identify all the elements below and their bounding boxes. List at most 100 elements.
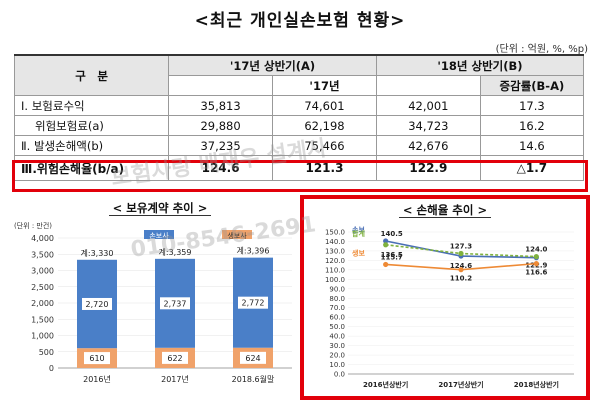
point-label: 136.5 bbox=[381, 251, 403, 259]
series-name-label: 생보 bbox=[352, 248, 365, 257]
right-chart-title: < 손해율 추이 > bbox=[305, 202, 585, 218]
cell: 17.3 bbox=[479, 95, 585, 116]
y-tick-label: 2,500 bbox=[31, 283, 54, 292]
cell: 34,723 bbox=[375, 115, 481, 136]
summary-table: 구 분 '17년 상반기(A) '18년 상반기(B) '17년 증감률(B-A… bbox=[13, 54, 585, 181]
y-tick-label: 100.0 bbox=[325, 276, 345, 284]
y-axis-unit: (단위 : 만건) bbox=[14, 221, 52, 230]
value-label-life: 610 bbox=[89, 354, 104, 363]
y-tick-label: 1,000 bbox=[31, 332, 54, 341]
value-label-nonlife: 2,737 bbox=[164, 299, 187, 308]
x-tick-label: 2016년상반기 bbox=[363, 380, 408, 389]
header-blank-2 bbox=[375, 75, 481, 96]
y-tick-label: 50.0 bbox=[329, 323, 345, 331]
y-tick-label: 60.0 bbox=[329, 314, 345, 322]
value-label-life: 624 bbox=[245, 354, 260, 363]
value-box bbox=[84, 352, 110, 365]
cell: 42,676 bbox=[375, 135, 481, 156]
total-label: 계:3,396 bbox=[237, 246, 270, 256]
series-point bbox=[383, 242, 389, 248]
series-point bbox=[533, 261, 539, 267]
y-tick-label: 2,000 bbox=[31, 299, 54, 308]
y-tick-label: 140.0 bbox=[325, 238, 345, 246]
cell: 121.3 bbox=[272, 155, 377, 181]
header-2018: '18년 상반기(B) bbox=[375, 54, 585, 76]
highlight-box-row bbox=[12, 160, 588, 192]
legend-swatch-life bbox=[222, 230, 252, 239]
row-label: Ⅰ. 보험료수익 bbox=[13, 95, 170, 116]
header-change: 증감률(B-A) bbox=[479, 75, 585, 96]
cell: 37,235 bbox=[168, 135, 274, 156]
value-box bbox=[162, 351, 188, 364]
table-row: Ⅱ. 발생손해액(b) 37,235 75,466 42,676 14.6 bbox=[13, 135, 585, 156]
value-box bbox=[82, 297, 112, 310]
point-label: 127.3 bbox=[450, 242, 472, 250]
point-label: 116.6 bbox=[525, 269, 547, 277]
x-tick-label: 2018년상반기 bbox=[514, 380, 559, 389]
row-label: 위험보험료(a) bbox=[13, 115, 170, 136]
table-row: Ⅰ. 보험료수익 35,813 74,601 42,001 17.3 bbox=[13, 95, 585, 116]
y-tick-label: 500 bbox=[39, 348, 54, 357]
y-tick-label: 120.0 bbox=[325, 257, 345, 265]
cell: 74,601 bbox=[272, 95, 377, 116]
y-tick-label: 10.0 bbox=[329, 361, 345, 369]
y-tick-label: 130.0 bbox=[325, 247, 345, 255]
value-label-life: 622 bbox=[167, 354, 182, 363]
legend-label-nonlife: 손보사 bbox=[149, 231, 169, 240]
legend-label-life: 생보사 bbox=[227, 231, 247, 240]
y-tick-label: 90.0 bbox=[329, 285, 345, 293]
header-2017: '17년 상반기(A) bbox=[168, 54, 377, 76]
y-tick-label: 0.0 bbox=[334, 371, 345, 379]
page-title: <최근 개인실손보험 현황> bbox=[194, 11, 406, 31]
y-tick-label: 20.0 bbox=[329, 352, 345, 360]
series-point bbox=[458, 267, 464, 273]
loss-ratio-line-chart: 0.010.020.030.040.050.060.070.080.090.01… bbox=[325, 226, 574, 389]
cell: 16.2 bbox=[479, 115, 585, 136]
y-tick-label: 80.0 bbox=[329, 295, 345, 303]
table-row-highlight: Ⅲ.위험손해율(b/a) 124.6 121.3 122.9 △1.7 bbox=[13, 155, 585, 181]
point-label: 124.0 bbox=[525, 246, 547, 254]
row-label: Ⅱ. 발생손해액(b) bbox=[13, 135, 170, 156]
cell: △1.7 bbox=[479, 155, 585, 181]
value-label-nonlife: 2,772 bbox=[242, 299, 265, 308]
cell: 35,813 bbox=[168, 95, 274, 116]
col-group-header: 구 분 bbox=[13, 54, 170, 96]
value-label-nonlife: 2,720 bbox=[86, 300, 109, 309]
value-box bbox=[240, 351, 266, 364]
cell: 42,001 bbox=[375, 95, 481, 116]
x-tick-label: 2017년 bbox=[161, 374, 189, 384]
table-row: 위험보험료(a) 29,880 62,198 34,723 16.2 bbox=[13, 115, 585, 136]
point-label: 140.5 bbox=[381, 230, 403, 238]
total-label: 계:3,359 bbox=[159, 247, 192, 257]
row-label: Ⅲ.위험손해율(b/a) bbox=[13, 155, 170, 181]
y-tick-label: 3,500 bbox=[31, 250, 54, 259]
y-tick-label: 70.0 bbox=[329, 304, 345, 312]
point-label: 124.6 bbox=[450, 262, 472, 270]
y-tick-label: 110.0 bbox=[325, 266, 345, 274]
y-tick-label: 3,000 bbox=[31, 267, 54, 276]
cell: 124.6 bbox=[168, 155, 274, 181]
contracts-bar-chart: (단위 : 만건) 0 500 1,000 1,500 2,000 2,500 3,000 3,… bbox=[14, 221, 292, 384]
point-label: 115.7 bbox=[381, 253, 403, 261]
series-point bbox=[458, 250, 464, 257]
series-name-label: 손보 bbox=[352, 226, 365, 234]
cell: 122.9 bbox=[375, 155, 481, 181]
highlight-box-chart bbox=[300, 195, 590, 400]
header-blank bbox=[168, 75, 274, 96]
x-tick-label: 2017년상반기 bbox=[438, 380, 483, 389]
x-tick-label: 2016년 bbox=[83, 374, 111, 384]
cell: 62,198 bbox=[272, 115, 377, 136]
y-tick-label: 30.0 bbox=[329, 342, 345, 350]
series-point bbox=[383, 238, 389, 244]
y-tick-label: 0 bbox=[49, 364, 54, 373]
y-tick-label: 1,500 bbox=[31, 315, 54, 324]
cell: 29,880 bbox=[168, 115, 274, 136]
header-2017-sub: '17년 bbox=[272, 75, 377, 96]
left-chart-title: < 보유계약 추이 > bbox=[30, 200, 290, 216]
value-box bbox=[160, 297, 190, 310]
cell: 75,466 bbox=[272, 135, 377, 156]
y-tick-label: 4,000 bbox=[31, 234, 54, 243]
series-name-label: 합계 bbox=[352, 229, 365, 238]
legend-swatch-nonlife bbox=[144, 230, 174, 239]
unit-note: (단위 : 억원, %, %p) bbox=[495, 44, 588, 55]
